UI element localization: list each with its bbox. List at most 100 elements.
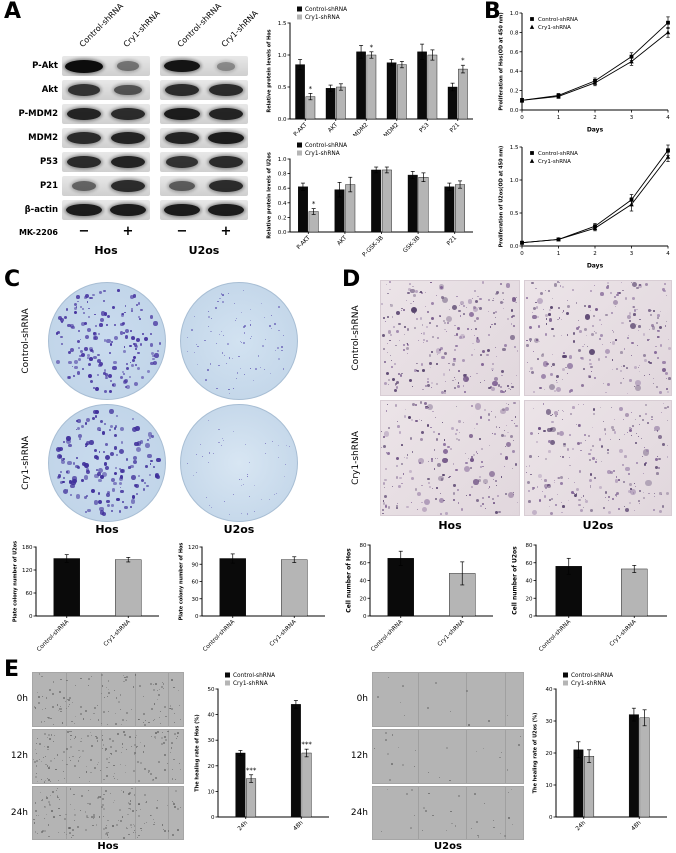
wound-image-hos-24h bbox=[32, 786, 184, 840]
chart-svg-healing-hos: 0 10 20 30 40 50 The healing rate of Hos (%) 24… bbox=[195, 672, 329, 832]
migration-image-cry1-u2os bbox=[524, 400, 672, 516]
svg-text:3: 3 bbox=[630, 115, 634, 121]
svg-text:0: 0 bbox=[520, 115, 524, 121]
svg-text:P53: P53 bbox=[419, 122, 431, 134]
svg-text:MDM2: MDM2 bbox=[383, 122, 400, 136]
svg-text:30: 30 bbox=[192, 597, 199, 603]
wound-group-label-hos: Hos bbox=[97, 841, 119, 852]
blot-row-label: Akt bbox=[41, 85, 58, 95]
blot-row-label: P-Akt bbox=[32, 61, 58, 71]
blot-row-label: P-MDM2 bbox=[18, 109, 59, 119]
chart-svg-healing-u2os: 0 10 20 30 40 The healing rate of U2os (%) 24h… bbox=[533, 672, 667, 832]
svg-text:Relative protein levels of Hos: Relative protein levels of Hos bbox=[267, 29, 273, 112]
svg-text:30: 30 bbox=[208, 738, 215, 744]
colony-row-label-control: Control-shRNA bbox=[21, 308, 31, 374]
svg-text:Plate colony number of Hos: Plate colony number of Hos bbox=[179, 543, 185, 621]
svg-text:0.0: 0.0 bbox=[278, 230, 287, 236]
svg-text:48h: 48h bbox=[631, 820, 643, 832]
svg-text:1.0: 1.0 bbox=[510, 11, 519, 17]
svg-text:120: 120 bbox=[22, 568, 33, 574]
mk-2206-sign: − bbox=[176, 224, 188, 239]
chart-cell-number-u2os: 0 20 40 60 80 Cell number of U2os Control-shRN… bbox=[510, 538, 670, 654]
migration-row-label-control: Control-shRNA bbox=[351, 305, 361, 371]
svg-text:Control-shRNA: Control-shRNA bbox=[538, 151, 578, 157]
blot-strip bbox=[62, 176, 150, 196]
colony-dish-cry1-hos bbox=[48, 404, 166, 522]
chart-svg-hos-proliferation: 0.0 0.2 0.4 0.6 0.8 1.0 0 1 2 3 4 Days Proliferation… bbox=[499, 11, 671, 134]
chart-svg-hos-protein: 0.0 0.5 1.0 1.5 Relative protein levels of H… bbox=[267, 6, 473, 143]
migration-col-label-u2os: U2os bbox=[582, 519, 614, 532]
svg-text:1.0: 1.0 bbox=[278, 53, 287, 59]
chart-svg-u2os-proliferation: 0.0 0.5 1.0 1.5 0 1 2 3 4 Days Proliferation of U2… bbox=[499, 144, 670, 270]
svg-text:GSK-3B: GSK-3B bbox=[402, 235, 421, 254]
svg-text:1.5: 1.5 bbox=[278, 21, 287, 27]
svg-text:Cry1-shRNA: Cry1-shRNA bbox=[269, 619, 298, 648]
svg-text:0.2: 0.2 bbox=[278, 215, 287, 221]
svg-text:3: 3 bbox=[630, 251, 634, 257]
svg-text:Plate colony number of U2os: Plate colony number of U2os bbox=[13, 541, 19, 622]
chart-svg-cells-hos: 0 20 40 60 80 Cell number of Hos Control-shRNA… bbox=[346, 543, 493, 653]
svg-text:Cry1-shRNA: Cry1-shRNA bbox=[571, 681, 606, 687]
blot-row-label: MDM2 bbox=[28, 133, 58, 143]
migration-row-label-cry1: Cry1-shRNA bbox=[351, 431, 361, 485]
lane-label: Cry1-shRNA bbox=[121, 8, 162, 50]
svg-text:40: 40 bbox=[360, 579, 367, 585]
svg-text:60: 60 bbox=[26, 591, 33, 597]
svg-text:0.0: 0.0 bbox=[510, 108, 519, 114]
chart-hos-proliferation: 0.0 0.2 0.4 0.6 0.8 1.0 0 1 2 3 4 Days Proliferation… bbox=[496, 6, 674, 134]
svg-text:P-GSK-3B: P-GSK-3B bbox=[362, 235, 385, 258]
mk-2206-sign: − bbox=[78, 224, 90, 239]
svg-text:120: 120 bbox=[188, 545, 199, 551]
svg-text:180: 180 bbox=[22, 545, 33, 551]
svg-text:0: 0 bbox=[549, 815, 553, 821]
svg-text:20: 20 bbox=[208, 764, 215, 770]
wound-time-label-0h-u2os: 0h bbox=[356, 694, 368, 704]
panel-a-label: A bbox=[4, 0, 22, 24]
chart-svg-cells-u2os: 0 20 40 60 80 Cell number of U2os Control-shRN… bbox=[512, 543, 667, 653]
svg-text:20: 20 bbox=[360, 596, 367, 602]
svg-text:The healing rate of U2os (%): The healing rate of U2os (%) bbox=[533, 713, 539, 794]
svg-text:0.2: 0.2 bbox=[510, 89, 519, 95]
wound-time-label-0h-hos: 0h bbox=[16, 694, 28, 704]
chart-healing-rate-u2os: 0 10 20 30 40 The healing rate of U2os (%) 24h… bbox=[530, 670, 670, 834]
svg-text:Cry1-shRNA: Cry1-shRNA bbox=[305, 15, 340, 21]
mk-2206-sign: + bbox=[122, 224, 134, 239]
svg-text:20: 20 bbox=[526, 596, 533, 602]
blot-strip bbox=[160, 80, 248, 100]
colony-dish-control-hos bbox=[48, 282, 166, 400]
svg-text:0.4: 0.4 bbox=[510, 69, 519, 75]
svg-text:0: 0 bbox=[529, 614, 533, 620]
svg-text:40: 40 bbox=[546, 687, 553, 693]
blot-strip bbox=[160, 200, 248, 220]
blot-strip bbox=[160, 56, 248, 76]
panel-d-label: D bbox=[342, 267, 361, 292]
svg-text:10: 10 bbox=[546, 783, 553, 789]
svg-text:24h: 24h bbox=[237, 820, 249, 832]
svg-text:Cry1-shRNA: Cry1-shRNA bbox=[538, 159, 571, 165]
svg-text:P-AKT: P-AKT bbox=[296, 235, 312, 251]
svg-text:Days: Days bbox=[587, 263, 604, 270]
wound-image-u2os-12h bbox=[372, 729, 524, 784]
svg-text:P-MDM2: P-MDM2 bbox=[349, 122, 370, 136]
colony-col-label-u2os: U2os bbox=[223, 523, 255, 536]
colony-dish-control-u2os bbox=[180, 282, 298, 400]
svg-text:0.5: 0.5 bbox=[510, 211, 519, 217]
svg-text:1: 1 bbox=[557, 115, 561, 121]
svg-text:Control-shRNA: Control-shRNA bbox=[571, 673, 613, 679]
wound-image-hos-12h bbox=[32, 729, 184, 784]
svg-text:1.0: 1.0 bbox=[278, 157, 287, 163]
svg-text:Cry1-shRNA: Cry1-shRNA bbox=[305, 151, 340, 157]
lane-label: Control-shRNA bbox=[77, 1, 126, 50]
svg-text:2: 2 bbox=[593, 251, 597, 257]
chart-colony-number-hos: 0 30 60 90 120 Plate colony number of Hos Cont… bbox=[176, 540, 328, 654]
blot-strip bbox=[160, 104, 248, 124]
svg-text:*: * bbox=[309, 85, 313, 93]
wound-time-label-24h-hos: 24h bbox=[10, 808, 28, 818]
svg-text:The healing rate of Hos (%): The healing rate of Hos (%) bbox=[195, 714, 201, 791]
svg-text:Control-shRNA: Control-shRNA bbox=[538, 17, 578, 23]
svg-text:P-AKT: P-AKT bbox=[293, 122, 309, 136]
blot-row-label: P21 bbox=[39, 181, 58, 191]
svg-text:0.6: 0.6 bbox=[278, 186, 287, 192]
svg-text:1.0: 1.0 bbox=[510, 178, 519, 184]
svg-text:0.0: 0.0 bbox=[510, 244, 519, 250]
